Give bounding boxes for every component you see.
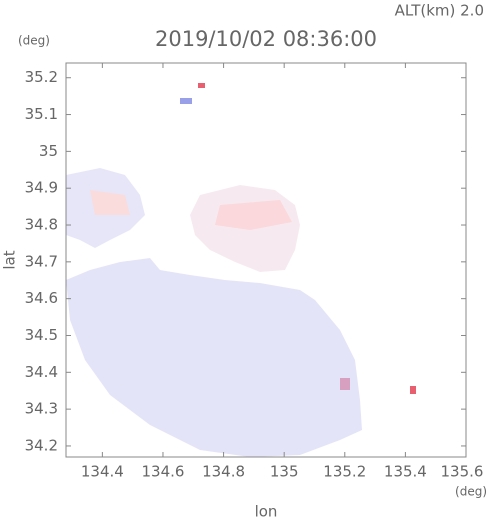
y-tick-label: 34.9 bbox=[25, 179, 58, 197]
x-unit: (deg) bbox=[455, 485, 487, 499]
y-tick-label: 35 bbox=[39, 142, 58, 160]
y-tick-label: 34.4 bbox=[25, 363, 58, 381]
plot-frame bbox=[65, 62, 467, 458]
y-tick-label: 34.8 bbox=[25, 216, 58, 234]
x-tick-label: 134.4 bbox=[81, 463, 124, 481]
y-tick-label: 34.5 bbox=[25, 326, 58, 344]
echo-region bbox=[90, 190, 130, 215]
echo-region bbox=[215, 200, 292, 230]
x-tick-label: 135.4 bbox=[384, 463, 427, 481]
x-tick-label: 135.6 bbox=[441, 463, 484, 481]
x-tick-label: 135.2 bbox=[323, 463, 366, 481]
x-tick-label: 134.6 bbox=[141, 463, 184, 481]
y-tick-label: 34.7 bbox=[25, 252, 58, 270]
echo-cell bbox=[198, 83, 205, 88]
echo-region bbox=[66, 258, 362, 457]
y-axis-label: lat bbox=[1, 250, 19, 269]
radar-echo bbox=[66, 83, 416, 457]
echo-cell bbox=[180, 98, 192, 104]
y-tick-label: 34.6 bbox=[25, 289, 58, 307]
altitude-label: ALT(km) 2.0 bbox=[395, 2, 484, 20]
chart-title: 2019/10/02 08:36:00 bbox=[155, 27, 377, 51]
y-tick-label: 34.3 bbox=[25, 400, 58, 418]
y-unit: (deg) bbox=[18, 34, 50, 48]
echo-cell bbox=[340, 378, 350, 390]
x-tick-label: 134.8 bbox=[202, 463, 245, 481]
x-tick-label: 135 bbox=[270, 463, 299, 481]
y-tick-label: 34.2 bbox=[25, 436, 58, 454]
y-tick-label: 35.1 bbox=[25, 105, 58, 123]
y-tick-label: 35.2 bbox=[25, 68, 58, 86]
x-axis-label: lon bbox=[255, 503, 278, 521]
echo-cell bbox=[410, 386, 416, 394]
